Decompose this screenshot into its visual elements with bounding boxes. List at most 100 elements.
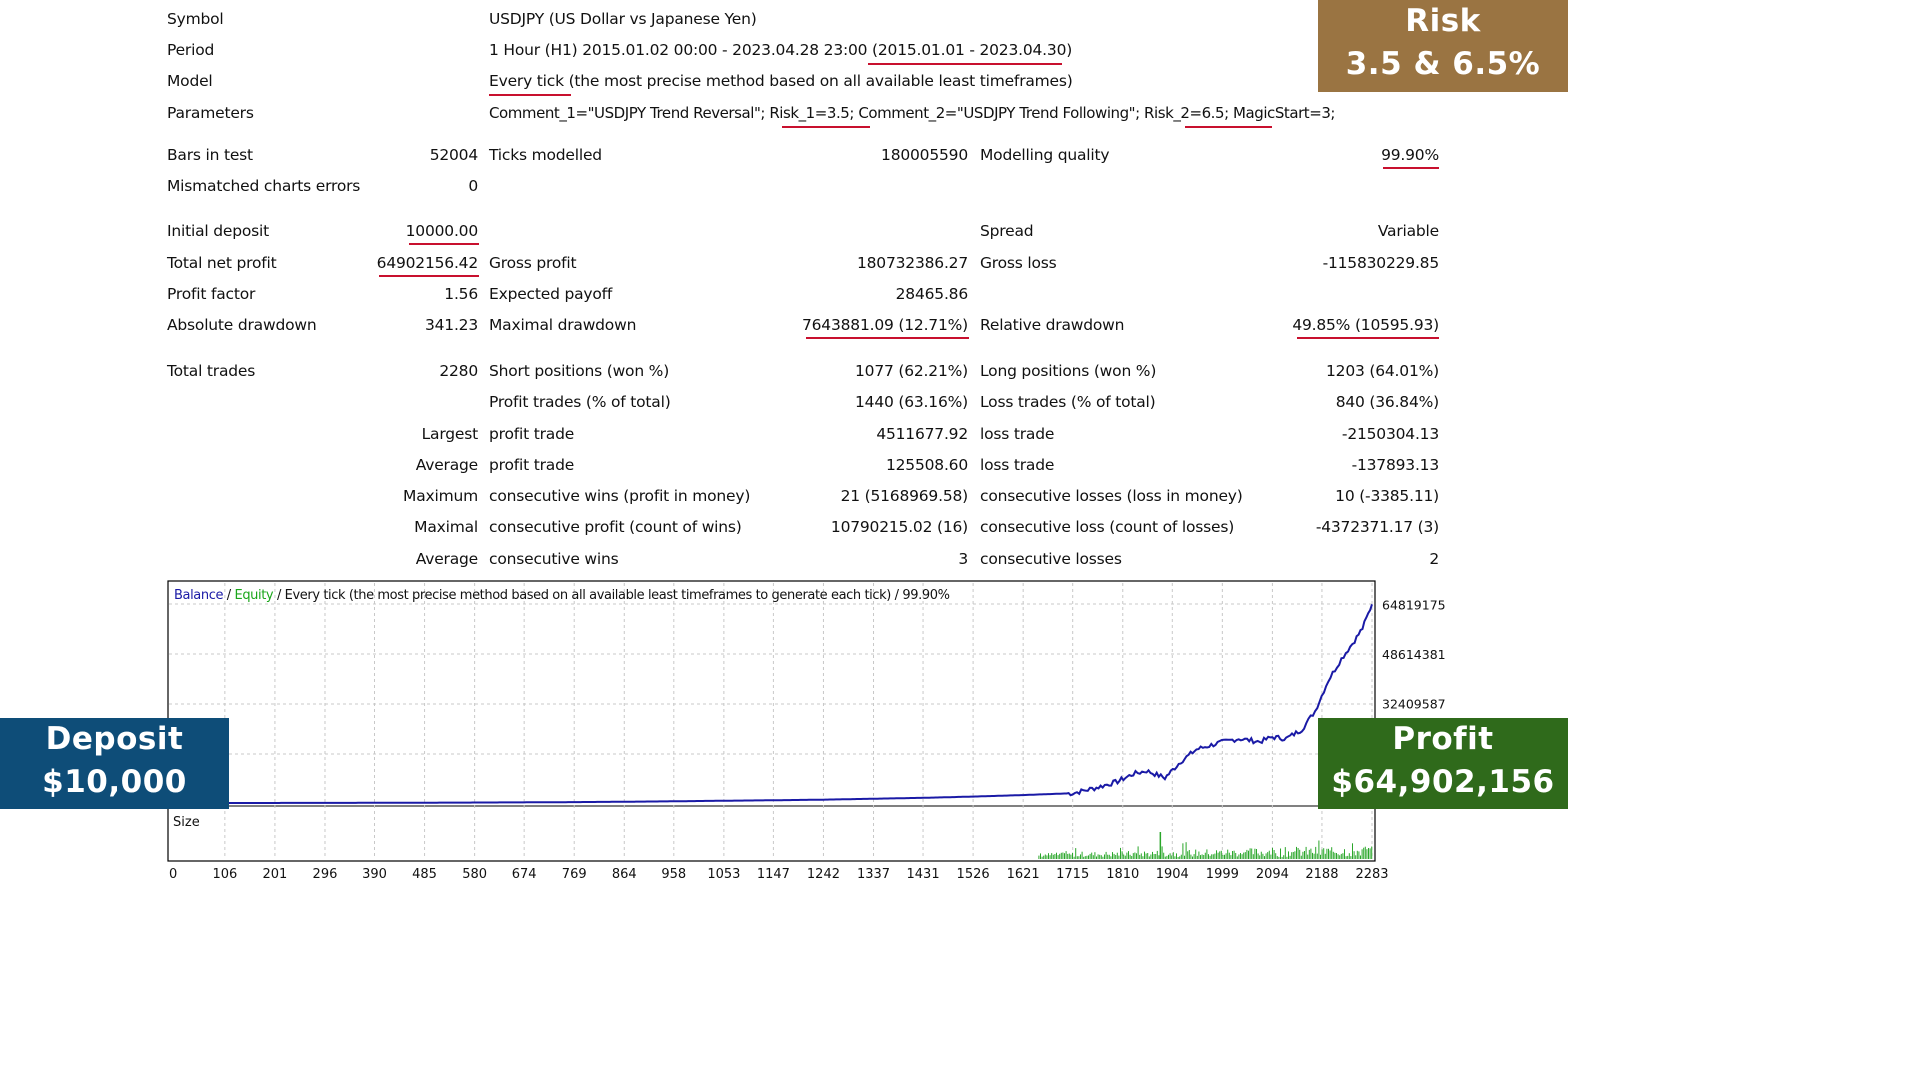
max-wins-value: 21 (5168969.58) <box>840 487 969 505</box>
x-tick-label: 1621 <box>1007 867 1040 882</box>
size-bar <box>1110 856 1112 859</box>
x-tick-label: 201 <box>263 867 288 882</box>
quality-label: Modelling quality <box>980 146 1110 164</box>
size-bar <box>1251 848 1253 859</box>
spread-label: Spread <box>980 222 1034 240</box>
size-bar <box>1128 851 1129 859</box>
profit-badge-value: $64,902,156 <box>1331 764 1555 800</box>
x-tick-label: 1337 <box>857 867 890 882</box>
x-tick-label: 106 <box>212 867 237 882</box>
size-bar <box>1300 855 1302 859</box>
size-bar <box>1113 853 1115 859</box>
size-bar <box>1073 856 1075 859</box>
size-bar <box>1329 850 1331 859</box>
period-label: Period <box>167 41 215 59</box>
size-bar <box>1318 840 1320 859</box>
x-tick-label: 1904 <box>1156 867 1189 882</box>
x-tick-label: 485 <box>412 867 437 882</box>
size-bars <box>1038 832 1373 859</box>
parameters-label: Parameters <box>167 104 254 122</box>
size-bar <box>1054 854 1056 859</box>
x-tick-label: 296 <box>313 867 338 882</box>
size-bar <box>1224 854 1225 859</box>
size-bar <box>1352 843 1353 859</box>
size-bar <box>1190 854 1192 859</box>
size-bar <box>1332 851 1334 859</box>
size-bar <box>1296 846 1297 859</box>
size-bar <box>1168 854 1169 859</box>
size-bar <box>1080 854 1081 859</box>
size-bar <box>1187 851 1189 859</box>
size-bar <box>1358 851 1360 859</box>
size-bar <box>1060 852 1062 859</box>
size-bar <box>1297 848 1299 859</box>
expected-payoff-value: 28465.86 <box>895 285 969 303</box>
size-bar <box>1164 856 1166 859</box>
long-value: 1203 (64.01%) <box>1326 362 1439 380</box>
size-bar <box>1316 853 1318 859</box>
largest-loss-label: loss trade <box>980 425 1055 443</box>
size-bar <box>1225 853 1227 859</box>
underline-net-profit <box>379 275 479 277</box>
size-bar <box>1196 855 1198 859</box>
size-bar <box>1344 849 1345 859</box>
size-bar <box>1281 856 1283 859</box>
size-bar <box>1248 850 1249 859</box>
size-bar <box>1219 851 1221 859</box>
size-bar <box>1132 853 1134 859</box>
rel-drawdown-value: 49.85% (10595.93) <box>1292 316 1439 334</box>
size-bar <box>1102 856 1104 859</box>
size-bar <box>1140 853 1142 859</box>
max-losses-label: consecutive losses (loss in money) <box>980 487 1243 505</box>
size-bar <box>1195 849 1197 859</box>
size-bar <box>1232 851 1233 859</box>
average2-label: Average <box>415 550 478 568</box>
x-tick-label: 2188 <box>1305 867 1338 882</box>
gross-profit-label: Gross profit <box>489 254 577 272</box>
total-trades-value: 2280 <box>439 362 478 380</box>
size-bar <box>1208 854 1209 859</box>
expected-payoff-label: Expected payoff <box>489 285 613 303</box>
maximal-loss-value: -4372371.17 (3) <box>1315 518 1439 536</box>
size-bar <box>1304 851 1305 859</box>
size-bar <box>1371 846 1373 859</box>
size-bar <box>1366 849 1368 859</box>
size-bar <box>1153 854 1155 859</box>
size-bar <box>1323 848 1325 859</box>
size-bar <box>1145 853 1147 859</box>
size-bar <box>1129 854 1131 859</box>
short-value: 1077 (62.21%) <box>855 362 968 380</box>
size-bar <box>1243 852 1245 859</box>
size-bar <box>1148 856 1150 859</box>
loss-trades-value: 840 (36.84%) <box>1335 393 1440 411</box>
x-tick-label: 1147 <box>757 867 790 882</box>
total-trades-label: Total trades <box>167 362 256 380</box>
size-bar <box>1206 849 1208 859</box>
size-bar <box>1112 852 1113 859</box>
avg-wins-value: 3 <box>958 550 968 568</box>
size-bar <box>1068 853 1070 859</box>
size-bar <box>1052 854 1054 859</box>
x-tick-label: 1526 <box>957 867 990 882</box>
size-bar <box>1286 856 1288 859</box>
max-drawdown-value: 7643881.09 (12.71%) <box>801 316 968 334</box>
size-bar <box>1368 848 1369 859</box>
size-bar <box>1107 854 1109 859</box>
size-bar <box>1076 856 1078 859</box>
long-label: Long positions (won %) <box>980 362 1157 380</box>
size-bar <box>1118 855 1120 859</box>
size-bar <box>1100 855 1102 859</box>
size-bar <box>1091 852 1093 859</box>
size-bar <box>1201 854 1203 859</box>
underline-risk2 <box>1185 126 1272 128</box>
size-bar <box>1203 855 1205 859</box>
underline-rel-drawdown <box>1297 337 1439 339</box>
average-profit-label: profit trade <box>489 456 575 474</box>
size-bar <box>1108 854 1110 859</box>
size-bar <box>1131 856 1133 859</box>
size-bar <box>1064 853 1065 859</box>
x-tick-label: 1999 <box>1206 867 1239 882</box>
size-bar <box>1126 852 1128 859</box>
size-bar <box>1262 853 1264 859</box>
size-bar <box>1198 851 1200 859</box>
